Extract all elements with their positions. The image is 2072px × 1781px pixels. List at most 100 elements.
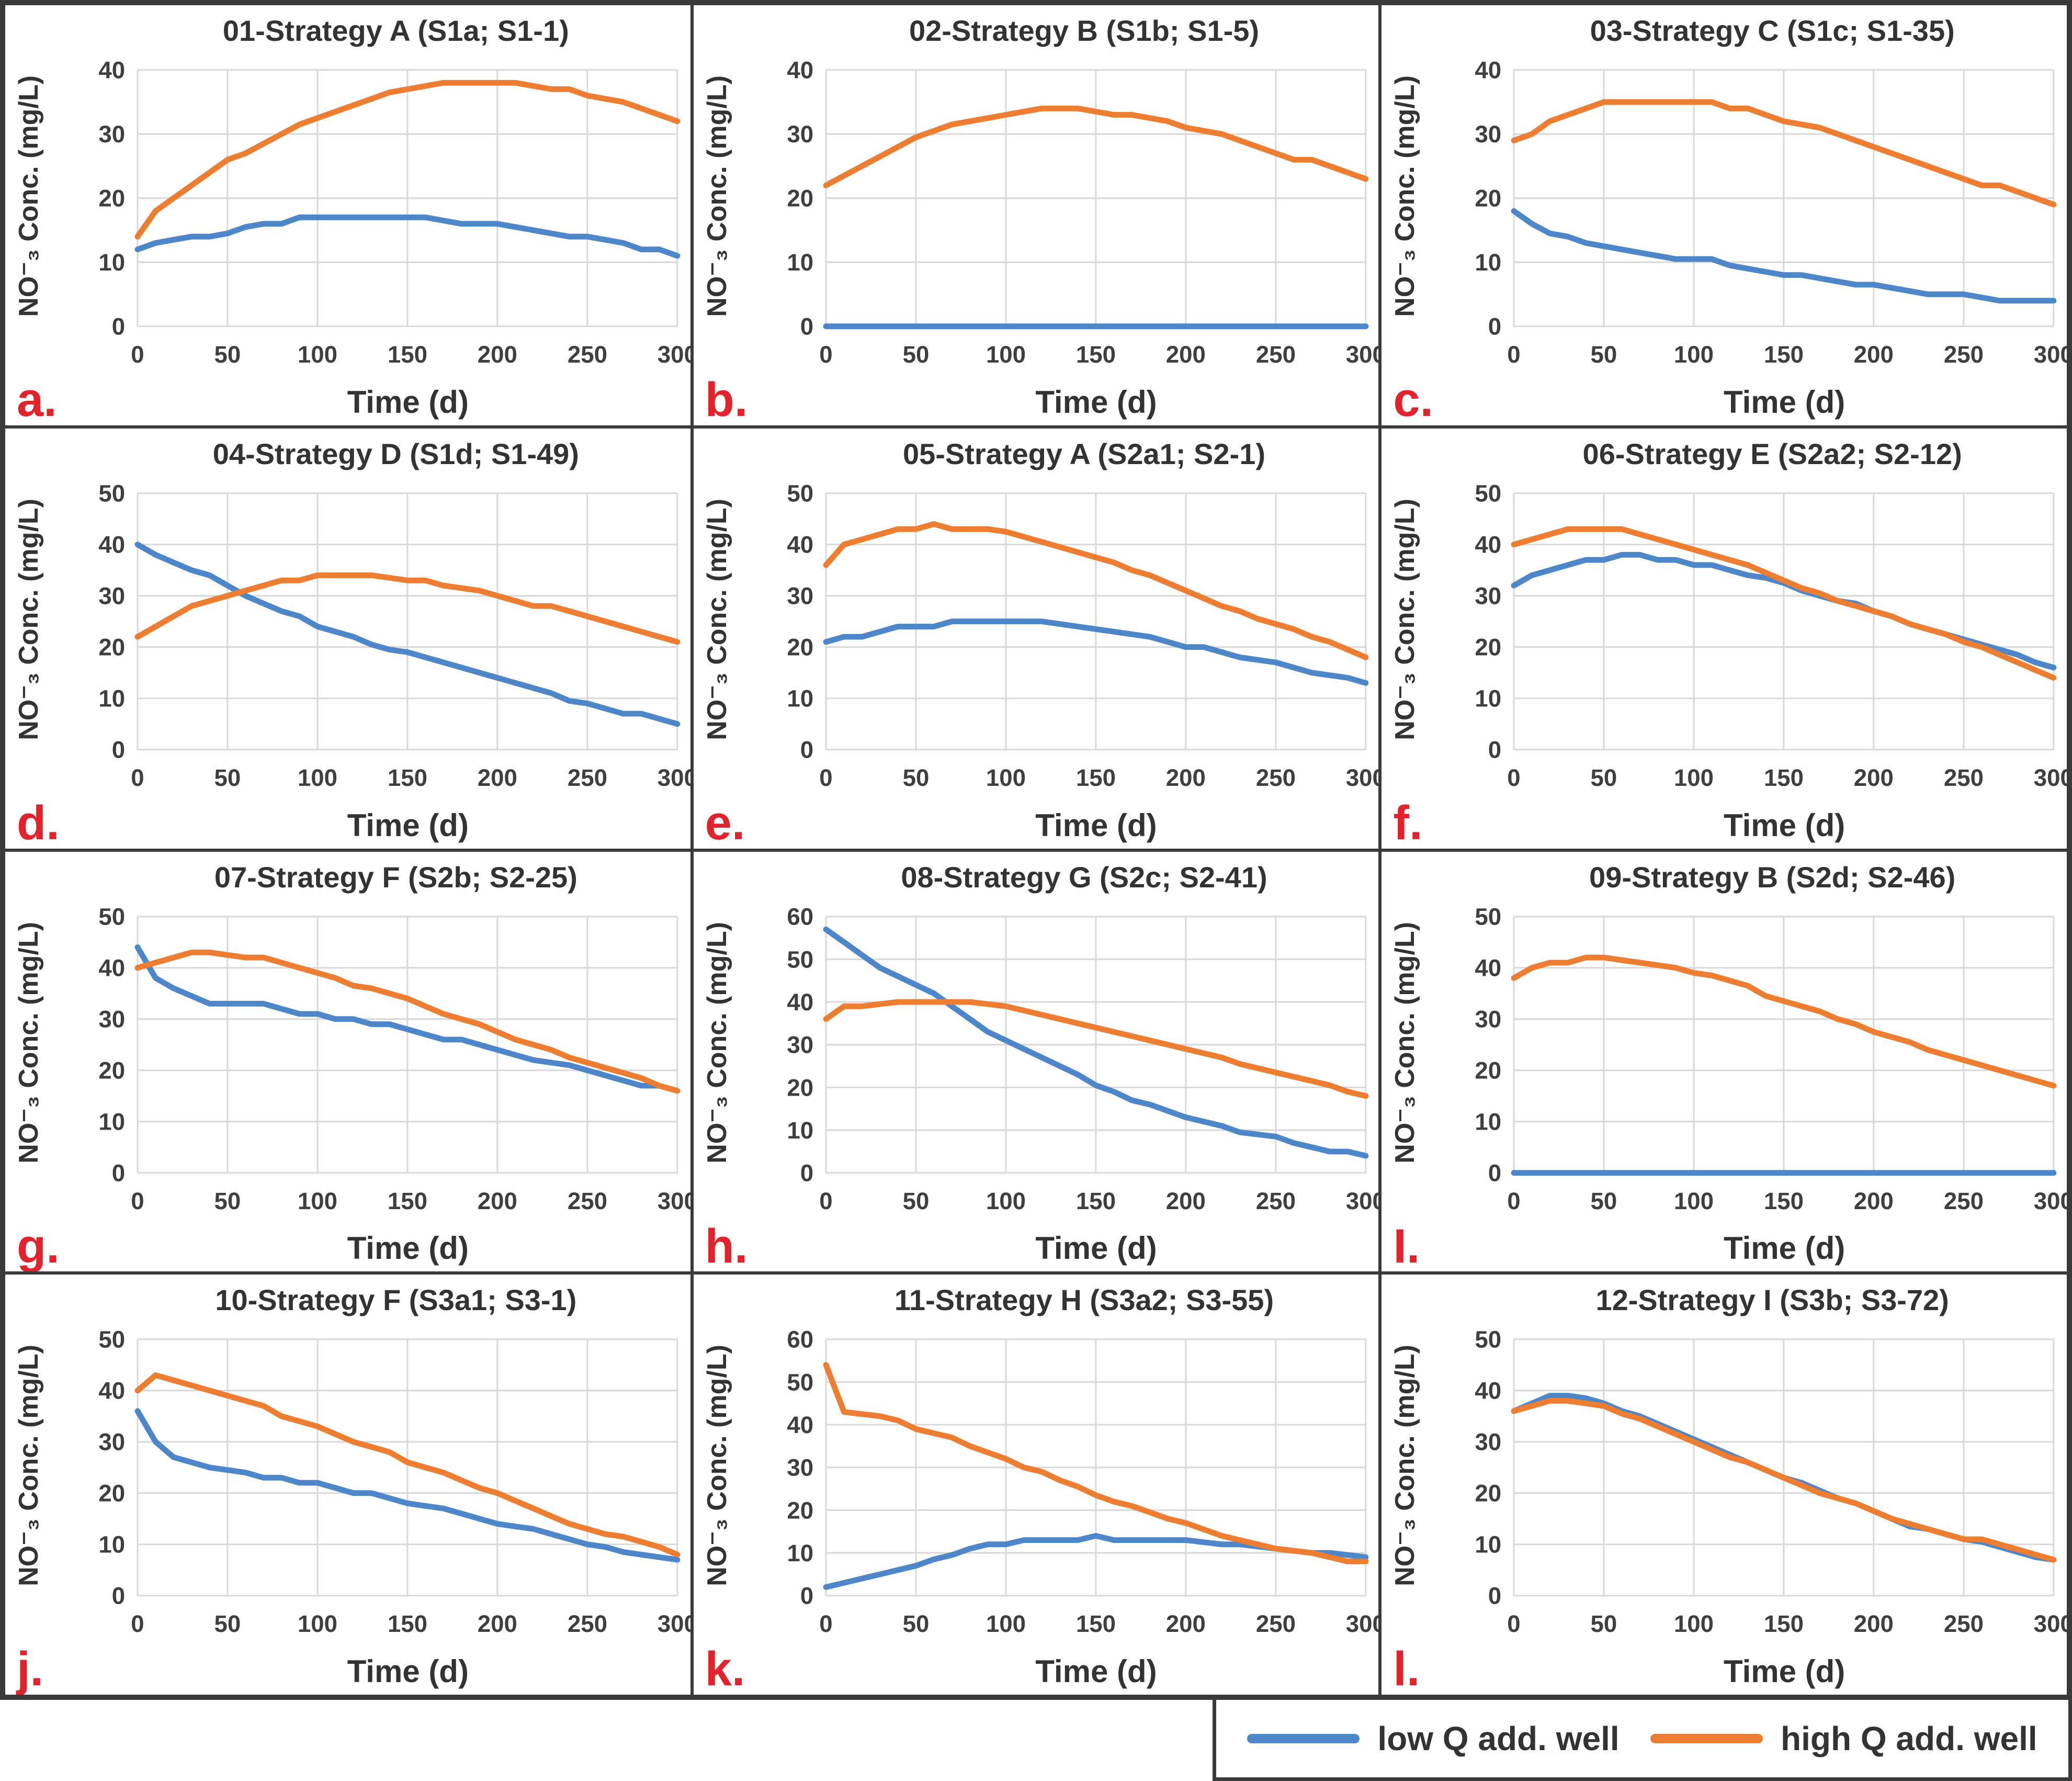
panel-title: 08-Strategy G (S2c; S2-41) <box>901 860 1267 894</box>
svg-text:30: 30 <box>1475 1429 1502 1456</box>
svg-text:20: 20 <box>787 1074 813 1101</box>
svg-text:10: 10 <box>787 249 813 276</box>
svg-text:150: 150 <box>1076 1188 1116 1214</box>
svg-text:250: 250 <box>568 764 607 791</box>
svg-text:10: 10 <box>1475 249 1502 276</box>
svg-text:150: 150 <box>1764 1188 1804 1214</box>
panel-title: 12-Strategy I (S3b; S3-72) <box>1595 1283 1949 1317</box>
legend-label-high-q: high Q add. well <box>1780 1720 2037 1757</box>
svg-text:250: 250 <box>1256 1610 1296 1637</box>
svg-text:50: 50 <box>98 903 125 930</box>
legend-label-low-q: low Q add. well <box>1377 1720 1620 1757</box>
svg-text:50: 50 <box>214 764 241 791</box>
svg-text:150: 150 <box>1764 341 1804 368</box>
svg-text:200: 200 <box>1854 1188 1894 1214</box>
chart-panel-02: 0 10 20 30 40 0 50 100 150 200 250 300 02-Strategy … <box>692 4 1380 427</box>
svg-text:250: 250 <box>568 1188 607 1214</box>
svg-text:0: 0 <box>131 1610 144 1637</box>
svg-text:50: 50 <box>98 480 125 506</box>
svg-text:300: 300 <box>2034 341 2067 368</box>
panel-letter: b. <box>705 373 748 427</box>
panel-title: 04-Strategy D (S1d; S1-49) <box>212 437 579 470</box>
panel-letter: j. <box>17 1642 44 1696</box>
line-chart: 0 10 20 30 40 0 50 100 150 200 250 300 <box>1475 57 2067 368</box>
svg-text:0: 0 <box>819 1610 832 1637</box>
svg-text:50: 50 <box>214 341 241 368</box>
svg-text:0: 0 <box>131 341 144 368</box>
svg-text:50: 50 <box>902 764 929 791</box>
svg-text:60: 60 <box>787 903 813 930</box>
svg-text:0: 0 <box>131 1188 144 1214</box>
svg-text:60: 60 <box>787 1326 813 1353</box>
x-axis-label: Time (d) <box>347 1231 469 1266</box>
chart-panel-03: 0 10 20 30 40 0 50 100 150 200 250 300 03-Strategy … <box>1380 4 2068 427</box>
svg-text:0: 0 <box>1508 1610 1521 1637</box>
svg-text:0: 0 <box>800 1159 813 1186</box>
y-axis-label: NO⁻₃ Conc. (mg/L) <box>1390 75 1421 318</box>
legend-item-high-q: high Q add. well <box>1650 1719 2037 1758</box>
svg-text:20: 20 <box>98 1057 125 1084</box>
low-q-line-swatch <box>1247 1734 1360 1743</box>
svg-text:30: 30 <box>1475 1006 1502 1032</box>
svg-text:250: 250 <box>1944 1610 1984 1637</box>
svg-text:200: 200 <box>1854 1610 1894 1637</box>
y-axis-label: NO⁻₃ Conc. (mg/L) <box>14 922 44 1164</box>
panel-title: 06-Strategy E (S2a2; S2-12) <box>1582 437 1962 470</box>
x-axis-label: Time (d) <box>347 1654 469 1689</box>
svg-text:10: 10 <box>787 685 813 712</box>
panel-letter: k. <box>705 1642 745 1696</box>
x-axis-label: Time (d) <box>1035 1654 1157 1689</box>
svg-text:100: 100 <box>986 764 1026 791</box>
panel-title: 07-Strategy F (S2b; S2-25) <box>214 860 578 894</box>
svg-text:0: 0 <box>1488 1583 1501 1609</box>
svg-text:50: 50 <box>1591 764 1617 791</box>
svg-text:50: 50 <box>902 1188 929 1214</box>
svg-text:250: 250 <box>1944 341 1984 368</box>
panel-letter: l. <box>1393 1642 1420 1696</box>
svg-text:300: 300 <box>2034 1188 2067 1214</box>
svg-text:50: 50 <box>902 341 929 368</box>
svg-text:150: 150 <box>388 1610 427 1637</box>
svg-text:250: 250 <box>1256 1188 1296 1214</box>
svg-text:50: 50 <box>1591 341 1617 368</box>
svg-text:0: 0 <box>800 1583 813 1609</box>
panel-title: 01-Strategy A (S1a; S1-1) <box>222 14 569 47</box>
svg-text:150: 150 <box>1076 764 1116 791</box>
svg-text:20: 20 <box>1475 1057 1502 1084</box>
x-axis-label: Time (d) <box>1724 1654 1845 1689</box>
svg-text:50: 50 <box>787 480 813 506</box>
panel-title: 05-Strategy A (S2a1; S2-1) <box>902 437 1265 470</box>
chart-panel-09: 0 10 20 30 40 50 0 50 100 150 200 250 300 09-Strateg… <box>1380 850 2068 1273</box>
svg-text:0: 0 <box>112 1583 125 1609</box>
svg-text:10: 10 <box>98 249 125 276</box>
panel-letter: d. <box>17 796 60 850</box>
svg-text:50: 50 <box>902 1610 929 1637</box>
y-axis-label: NO⁻₃ Conc. (mg/L) <box>1390 1345 1421 1587</box>
line-chart: 0 10 20 30 40 0 50 100 150 200 250 300 <box>98 57 690 368</box>
svg-text:40: 40 <box>787 531 813 558</box>
svg-text:0: 0 <box>112 313 125 340</box>
svg-text:20: 20 <box>98 1480 125 1507</box>
svg-text:200: 200 <box>478 1610 517 1637</box>
chart-panel-07: 0 10 20 30 40 50 0 50 100 150 200 250 300 07-Strateg… <box>4 850 692 1273</box>
x-axis-label: Time (d) <box>1035 1231 1157 1266</box>
svg-text:100: 100 <box>1674 1610 1714 1637</box>
svg-text:50: 50 <box>1475 1326 1502 1353</box>
svg-text:40: 40 <box>1475 1378 1502 1404</box>
svg-text:250: 250 <box>1944 1188 1984 1214</box>
svg-text:50: 50 <box>787 1369 813 1396</box>
svg-text:100: 100 <box>986 1188 1026 1214</box>
panel-letter: f. <box>1393 796 1423 850</box>
svg-text:30: 30 <box>1475 121 1502 148</box>
svg-text:250: 250 <box>1256 764 1296 791</box>
svg-text:100: 100 <box>1674 764 1714 791</box>
legend-item-low-q: low Q add. well <box>1247 1719 1620 1758</box>
x-axis-label: Time (d) <box>347 384 469 420</box>
svg-text:50: 50 <box>1591 1188 1617 1214</box>
svg-text:100: 100 <box>298 1188 337 1214</box>
x-axis-label: Time (d) <box>347 807 469 843</box>
svg-text:20: 20 <box>1475 634 1502 660</box>
svg-text:150: 150 <box>1076 1610 1116 1637</box>
svg-text:10: 10 <box>787 1117 813 1144</box>
svg-text:250: 250 <box>1256 341 1296 368</box>
